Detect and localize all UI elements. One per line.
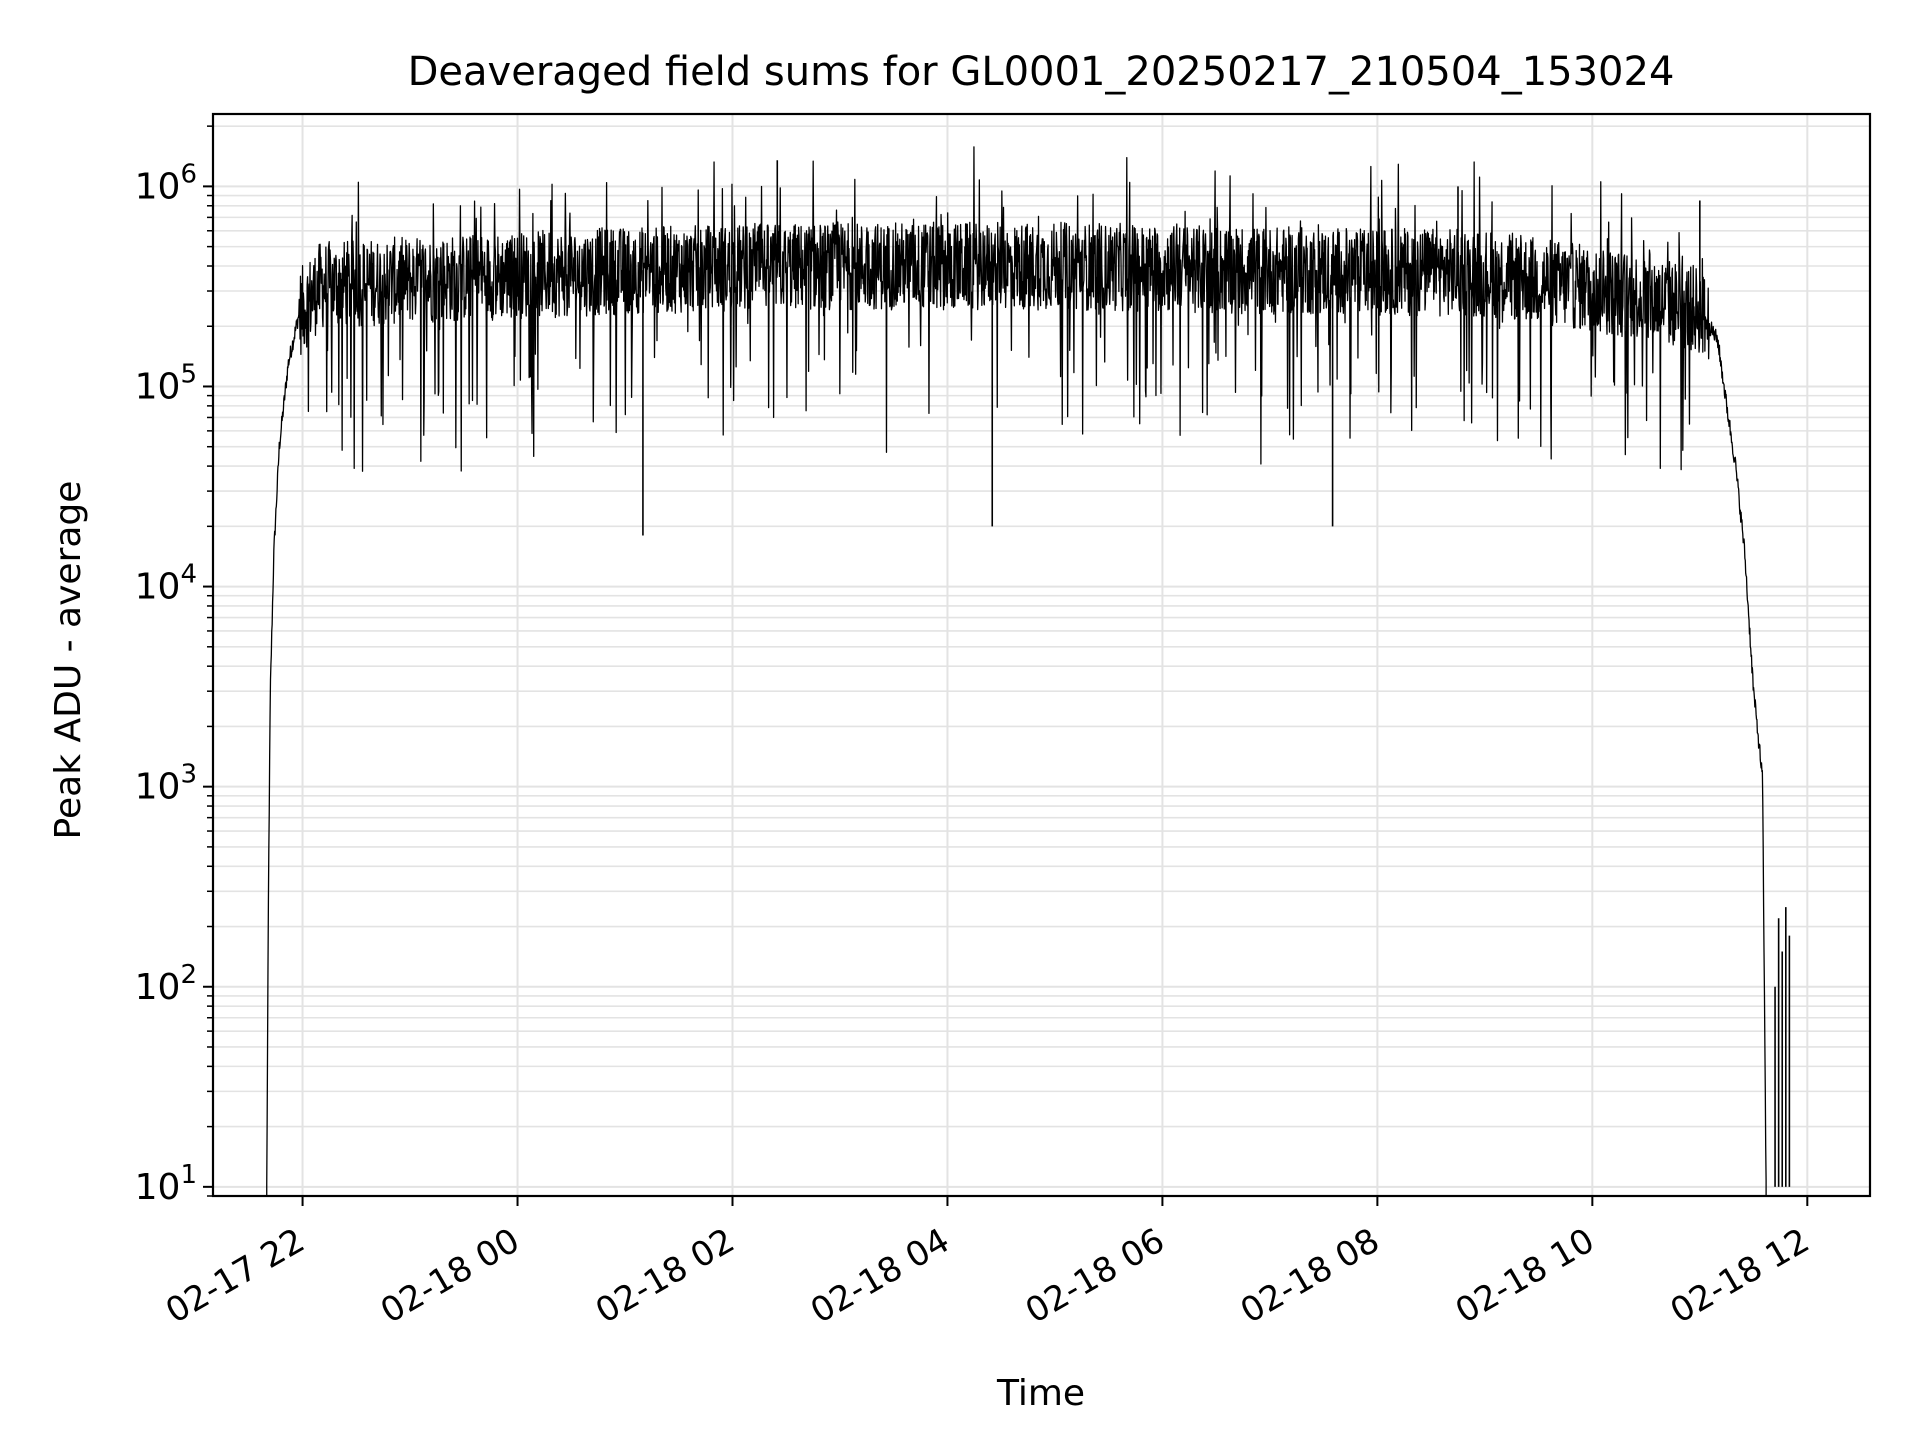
y-tick-base: 10 (135, 366, 181, 407)
axes (211, 112, 1872, 1198)
x-tick-label: 02-18 06 (1019, 1221, 1171, 1332)
y-tick-label: 103 (135, 760, 197, 808)
y-tick-exponent: 2 (180, 960, 197, 990)
y-tick-base: 10 (135, 967, 181, 1008)
x-tick-label: 02-17 22 (159, 1221, 311, 1332)
y-tick-base: 10 (135, 567, 181, 608)
x-tick-label: 02-18 00 (374, 1221, 526, 1332)
x-tick-label: 02-18 04 (804, 1221, 956, 1332)
x-tick-label: 02-18 08 (1234, 1221, 1386, 1332)
y-axis-label: Peak ADU - average (48, 481, 89, 840)
y-tick-exponent: 6 (180, 159, 197, 189)
y-tick-exponent: 4 (180, 560, 197, 590)
y-tick-exponent: 5 (180, 359, 197, 389)
y-tick-exponent: 3 (180, 760, 197, 790)
chart-title: Deaveraged field sums for GL0001_2025021… (408, 49, 1675, 95)
y-tick-label: 106 (135, 159, 197, 207)
y-tick-base: 10 (135, 1167, 181, 1208)
y-tick-label: 104 (135, 560, 197, 608)
x-ticks: 02-17 22 02-18 00 02-18 02 02-18 04 02-18 06… (159, 1196, 1816, 1332)
y-tick-exponent: 1 (180, 1160, 197, 1190)
x-tick-label: 02-18 10 (1449, 1221, 1601, 1332)
y-tick-label: 105 (135, 359, 197, 407)
y-tick-label: 102 (135, 960, 197, 1008)
x-axis-label: Time (996, 1373, 1085, 1414)
y-tick-base: 10 (135, 767, 181, 808)
y-tick-base: 10 (135, 166, 181, 207)
plot-frame (211, 112, 1872, 1198)
series-line (266, 146, 1767, 1196)
grid-lines (213, 114, 1870, 1197)
x-tick-label: 02-18 12 (1664, 1221, 1816, 1332)
x-tick-label: 02-18 02 (589, 1221, 741, 1332)
y-tick-label: 101 (135, 1160, 197, 1208)
